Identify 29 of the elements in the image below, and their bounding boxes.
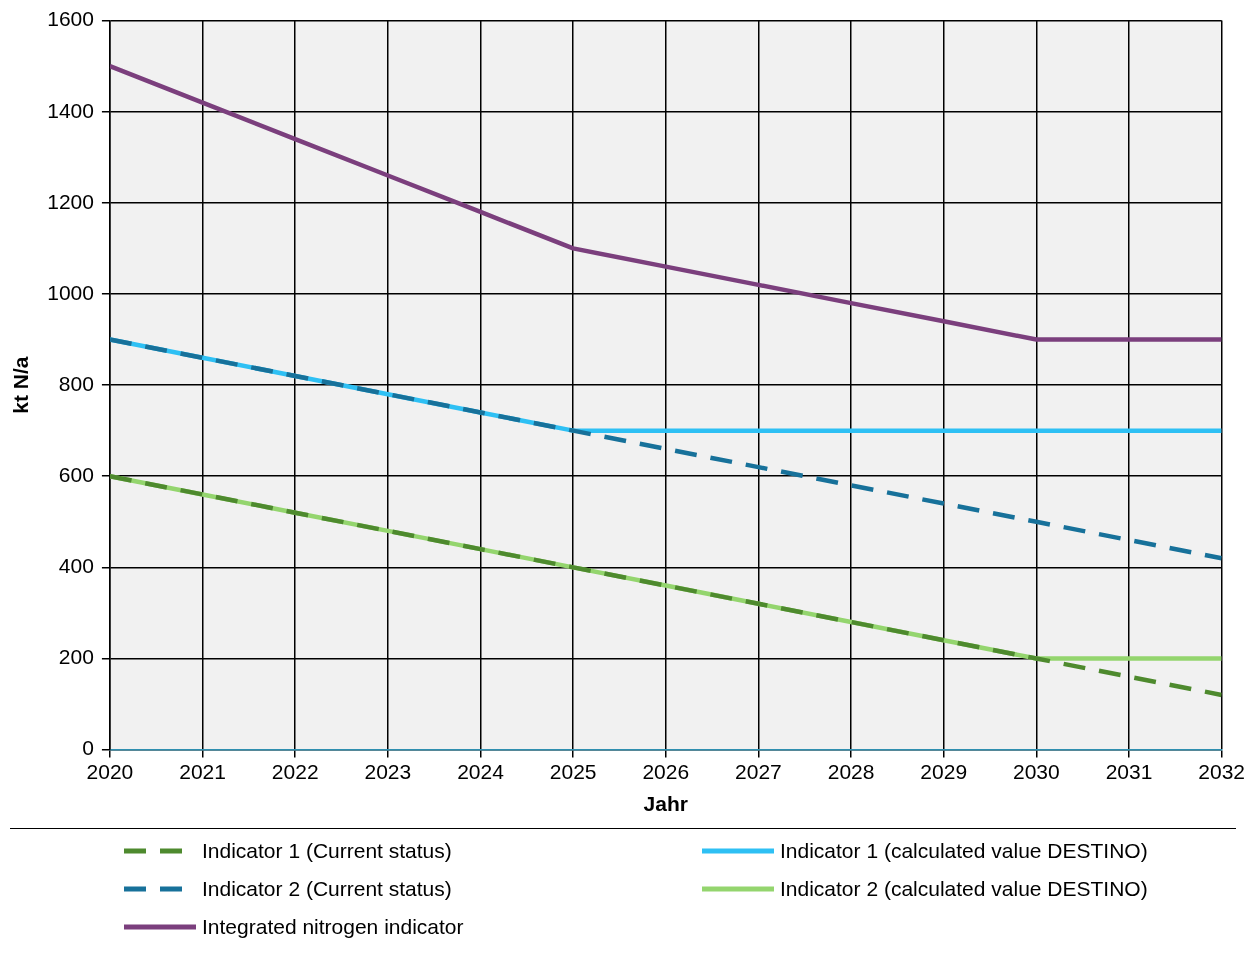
y-axis-title: kt N/a bbox=[9, 356, 33, 414]
y-tick-label: 1200 bbox=[47, 189, 94, 213]
x-tick-label: 2024 bbox=[457, 760, 505, 783]
y-tick-label: 1600 bbox=[47, 7, 94, 31]
x-axis-title: Jahr bbox=[643, 792, 688, 816]
x-tick-label: 2030 bbox=[1012, 760, 1060, 783]
x-tick-label: 2025 bbox=[549, 760, 597, 783]
x-tick-label: 2031 bbox=[1105, 760, 1153, 783]
x-tick-label: 2022 bbox=[271, 760, 319, 783]
y-tick-label: 200 bbox=[58, 645, 94, 669]
legend-label: Indicator 2 (Current status) bbox=[202, 877, 452, 901]
x-tick-label: 2026 bbox=[642, 760, 690, 783]
legend-label: Indicator 2 (calculated value DESTINO) bbox=[780, 877, 1148, 901]
y-tick-label: 600 bbox=[58, 463, 94, 487]
x-tick-label: 2029 bbox=[920, 760, 968, 783]
y-tick-label: 800 bbox=[58, 371, 94, 395]
x-tick-label: 2023 bbox=[364, 760, 412, 783]
x-tick-label: 2027 bbox=[735, 760, 782, 783]
y-tick-label: 1400 bbox=[47, 98, 94, 122]
legend-label: Indicator 1 (Current status) bbox=[202, 839, 452, 863]
x-tick-label: 2028 bbox=[827, 760, 875, 783]
x-tick-label: 2021 bbox=[179, 760, 226, 783]
y-tick-label: 400 bbox=[58, 554, 94, 578]
legend-label: Indicator 1 (calculated value DESTINO) bbox=[780, 839, 1148, 863]
x-tick-label: 2032 bbox=[1198, 760, 1245, 783]
legend-label: Integrated nitrogen indicator bbox=[202, 915, 464, 939]
y-tick-label: 1000 bbox=[47, 280, 94, 304]
y-tick-label: 0 bbox=[82, 736, 94, 760]
x-tick-label: 2020 bbox=[86, 760, 134, 783]
